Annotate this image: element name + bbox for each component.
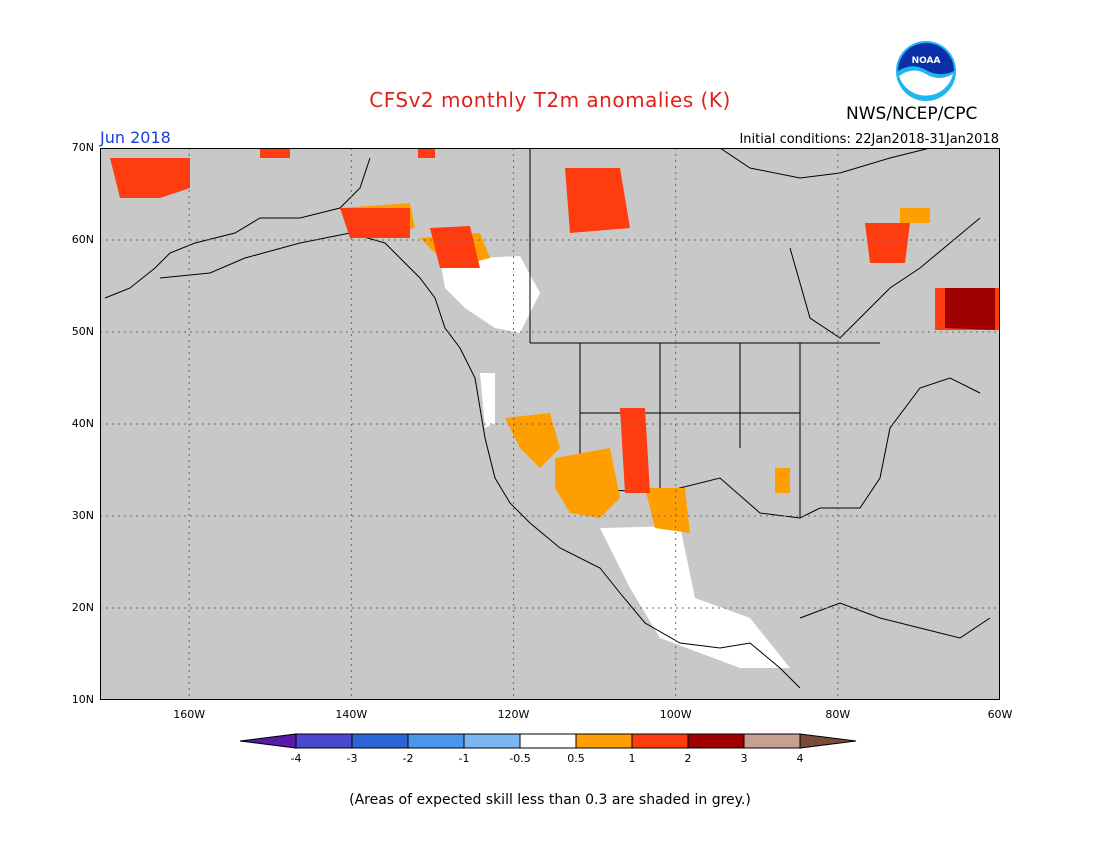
lon-tick-label: 80W <box>825 708 851 721</box>
colorbar-tick-label: -1 <box>459 752 470 765</box>
footnote: (Areas of expected skill less than 0.3 a… <box>349 792 751 808</box>
colorbar-tick-label: -3 <box>347 752 358 765</box>
colorbar-min-arrow <box>240 733 297 749</box>
lat-tick-label: 40N <box>71 417 94 430</box>
colorbar-swatch <box>295 733 353 749</box>
near-normal-areas <box>440 256 790 668</box>
gridlines <box>100 148 1000 700</box>
colorbar-swatch <box>351 733 409 749</box>
lat-tick-label: 10N <box>71 693 94 706</box>
anomaly-map <box>100 148 1000 700</box>
lat-tick-label: 50N <box>71 325 94 338</box>
lon-tick-label: 100W <box>659 708 692 721</box>
colorbar-tick-label: 2 <box>685 752 692 765</box>
initial-conditions: Initial conditions: 22Jan2018-31Jan2018 <box>739 132 999 147</box>
colorbar-tick-label: -0.5 <box>509 752 530 765</box>
lat-tick-label: 70N <box>71 141 94 154</box>
colorbar-tick-label: 0.5 <box>567 752 585 765</box>
colorbar-swatch <box>743 733 801 749</box>
colorbar-tick-label: 1 <box>629 752 636 765</box>
agency-label: NWS/NCEP/CPC <box>846 104 978 124</box>
colorbar-max-arrow <box>799 733 857 749</box>
colorbar-swatch <box>631 733 689 749</box>
colorbar: -4 -3 -2 -1 -0.5 0.5 1 2 3 4 <box>240 733 857 765</box>
noaa-logo-text: NOAA <box>912 56 941 66</box>
colorbar-tick-label: 4 <box>797 752 804 765</box>
lat-tick-label: 30N <box>71 509 94 522</box>
lon-tick-label: 160W <box>173 708 206 721</box>
colorbar-tick-label: -2 <box>403 752 414 765</box>
lon-tick-label: 120W <box>497 708 530 721</box>
colorbar-swatch <box>687 733 745 749</box>
colorbar-tick-label: -4 <box>291 752 302 765</box>
lon-tick-label: 140W <box>335 708 368 721</box>
colorbar-swatch <box>463 733 521 749</box>
lat-tick-label: 60N <box>71 233 94 246</box>
forecast-month: Jun 2018 <box>100 128 171 147</box>
lon-tick-label: 60W <box>987 708 1013 721</box>
chart-title: CFSv2 monthly T2m anomalies (K) <box>369 88 731 112</box>
noaa-logo-icon: NOAA <box>896 41 956 101</box>
anomaly-2-to-3 <box>945 288 995 330</box>
lat-tick-label: 20N <box>71 601 94 614</box>
colorbar-swatch <box>519 733 577 749</box>
colorbar-swatch <box>407 733 465 749</box>
colorbar-swatch <box>575 733 633 749</box>
colorbar-tick-label: 3 <box>741 752 748 765</box>
